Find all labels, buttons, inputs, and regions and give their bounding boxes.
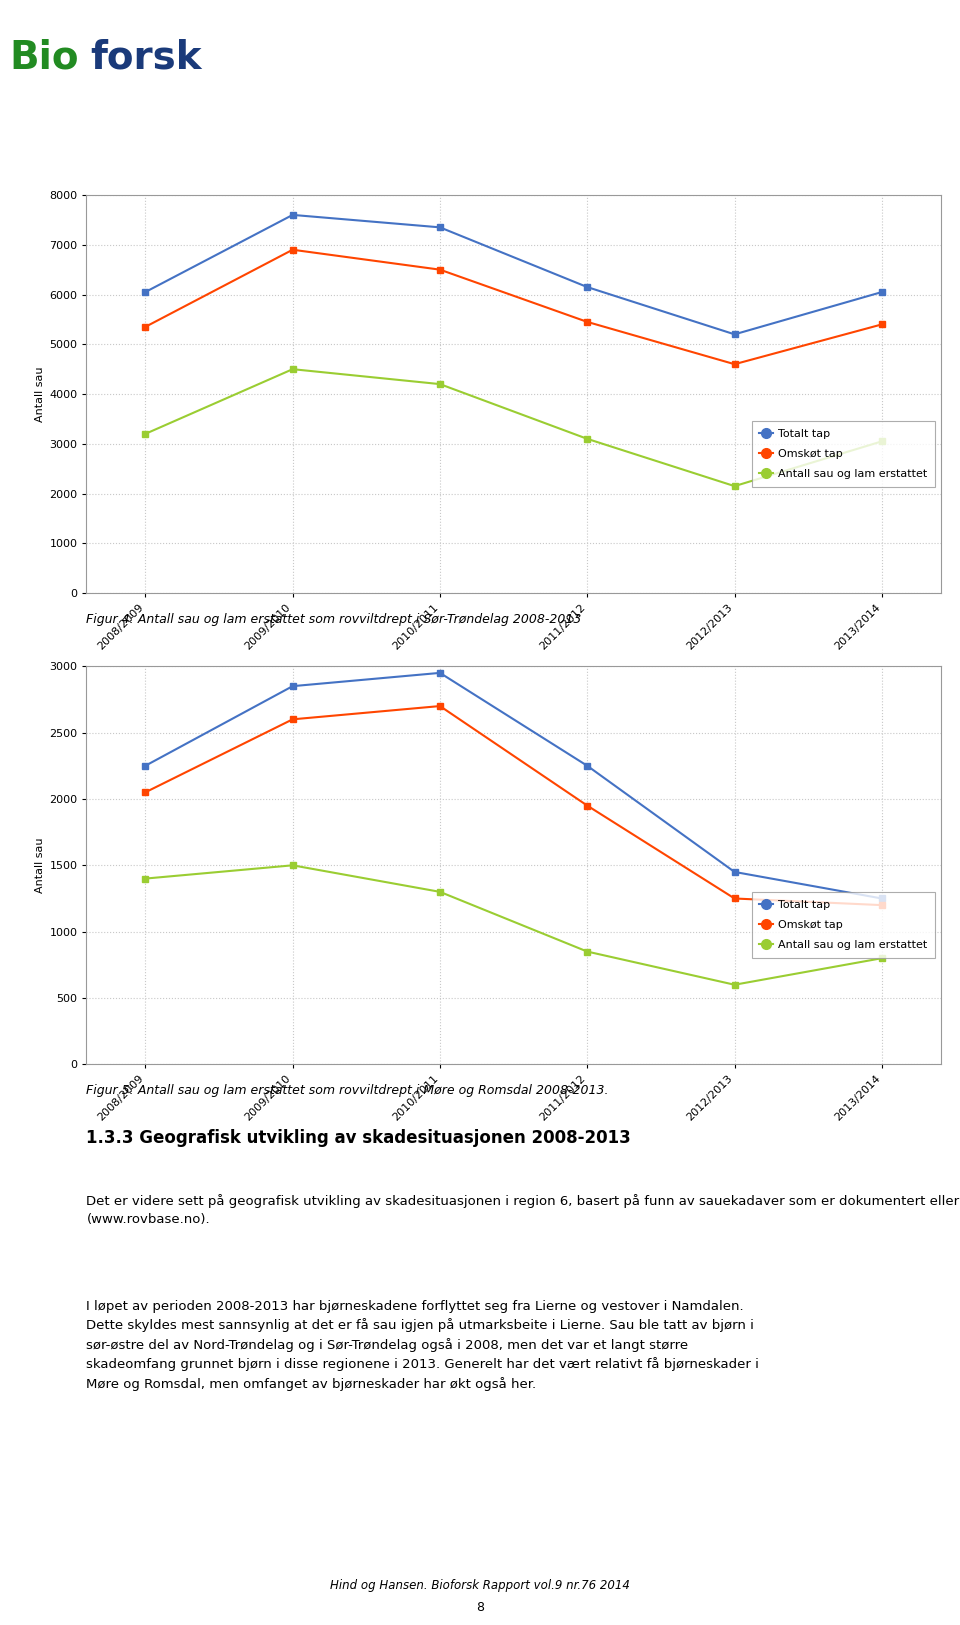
Text: Bio: Bio — [10, 39, 79, 76]
Text: Det er videre sett på geografisk utvikling av skadesituasjonen i region 6, baser: Det er videre sett på geografisk utvikli… — [86, 1194, 960, 1227]
Y-axis label: Antall sau: Antall sau — [36, 366, 45, 422]
Y-axis label: Antall sau: Antall sau — [36, 837, 45, 894]
Text: forsk: forsk — [90, 39, 202, 76]
Text: Figur 5: Antall sau og lam erstattet som rovviltdrept i Møre og Romsdal 2008-201: Figur 5: Antall sau og lam erstattet som… — [86, 1084, 609, 1097]
Text: 1.3.3 Geografisk utvikling av skadesituasjonen 2008-2013: 1.3.3 Geografisk utvikling av skadesitua… — [86, 1129, 631, 1147]
Text: 8: 8 — [476, 1601, 484, 1614]
Text: Hind og Hansen. Bioforsk Rapport vol.9 nr.76 2014: Hind og Hansen. Bioforsk Rapport vol.9 n… — [330, 1580, 630, 1592]
Legend: Totalt tap, Omskøt tap, Antall sau og lam erstattet: Totalt tap, Omskøt tap, Antall sau og la… — [752, 421, 935, 486]
Text: Figur 4: Antall sau og lam erstattet som rovviltdrept i Sør-Trøndelag 2008-2013: Figur 4: Antall sau og lam erstattet som… — [86, 613, 582, 626]
Legend: Totalt tap, Omskøt tap, Antall sau og lam erstattet: Totalt tap, Omskøt tap, Antall sau og la… — [752, 892, 935, 957]
Text: I løpet av perioden 2008-2013 har bjørneskadene forflyttet seg fra Lierne og ves: I løpet av perioden 2008-2013 har bjørne… — [86, 1300, 759, 1391]
